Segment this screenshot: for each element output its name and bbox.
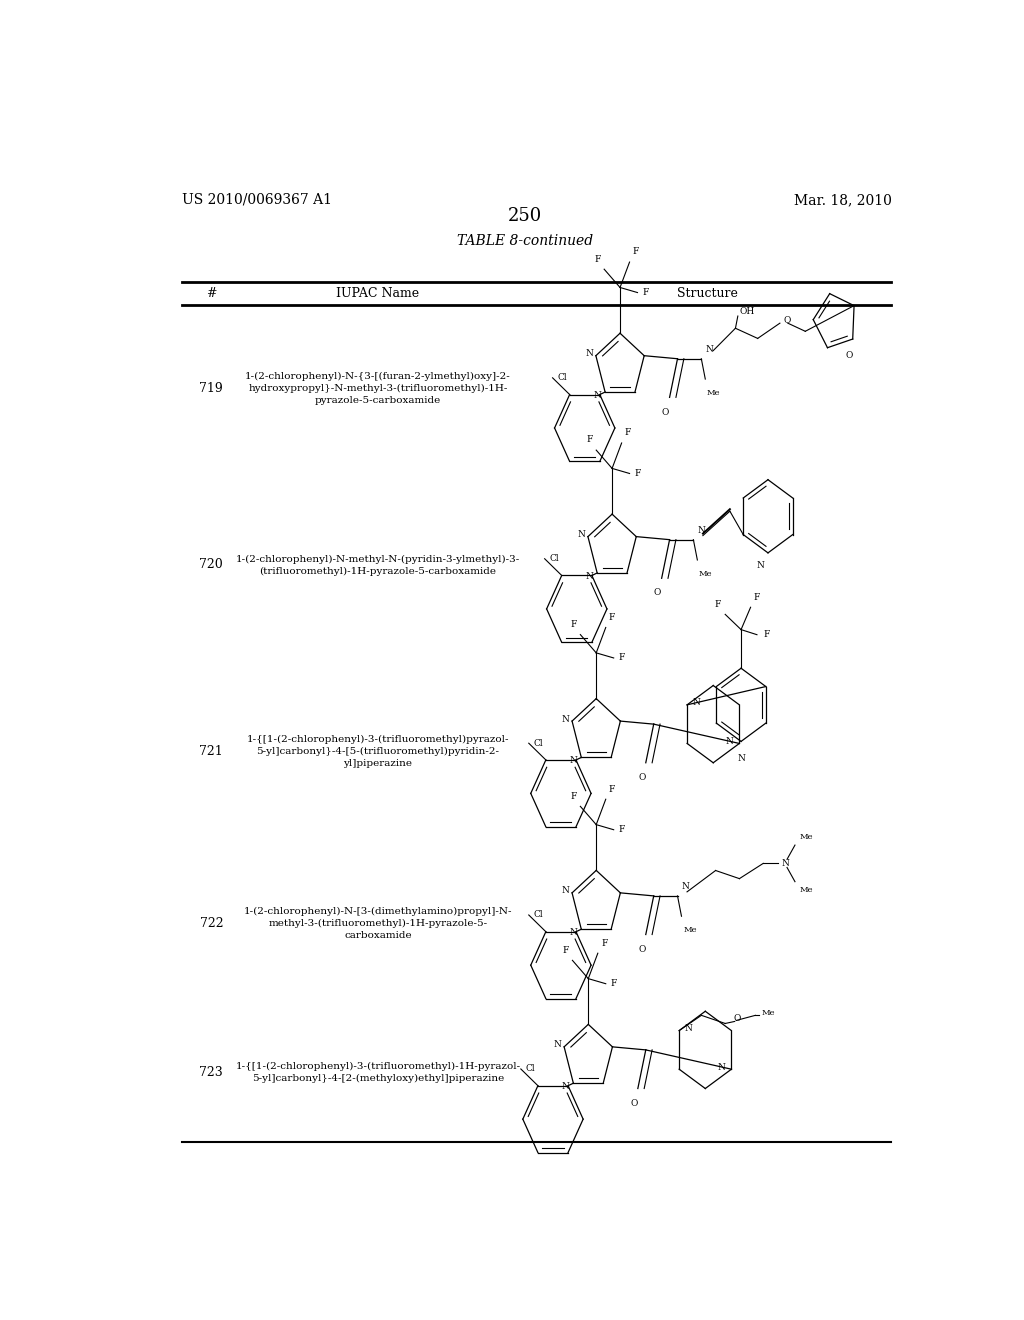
Text: F: F — [570, 620, 578, 628]
Text: 1-(2-chlorophenyl)-N-[3-(dimethylamino)propyl]-N-
methyl-3-(trifluoromethyl)-1H-: 1-(2-chlorophenyl)-N-[3-(dimethylamino)p… — [244, 907, 512, 940]
Text: F: F — [714, 599, 721, 609]
Text: F: F — [625, 428, 631, 437]
Text: OH: OH — [739, 308, 755, 315]
Text: F: F — [595, 255, 601, 264]
Text: Me: Me — [699, 570, 713, 578]
Text: F: F — [609, 784, 615, 793]
Text: 721: 721 — [200, 744, 223, 758]
Text: O: O — [654, 589, 662, 598]
Text: N: N — [682, 882, 689, 891]
Text: N: N — [569, 928, 578, 937]
Text: 1-{[1-(2-chlorophenyl)-3-(trifluoromethyl)-1H-pyrazol-
5-yl]carbonyl}-4-[2-(meth: 1-{[1-(2-chlorophenyl)-3-(trifluoromethy… — [236, 1061, 520, 1082]
Text: Cl: Cl — [525, 1064, 536, 1073]
Text: N: N — [697, 525, 706, 535]
Text: Cl: Cl — [534, 739, 543, 747]
Text: 720: 720 — [200, 558, 223, 572]
Text: 1-(2-chlorophenyl)-N-{3-[(furan-2-ylmethyl)oxy]-2-
hydroxypropyl}-N-methyl-3-(tr: 1-(2-chlorophenyl)-N-{3-[(furan-2-ylmeth… — [245, 372, 511, 404]
Text: F: F — [618, 825, 625, 834]
Text: F: F — [570, 792, 578, 801]
Text: N: N — [726, 737, 734, 746]
Text: O: O — [638, 774, 645, 781]
Text: F: F — [587, 436, 593, 445]
Text: IUPAC Name: IUPAC Name — [337, 286, 420, 300]
Text: N: N — [554, 1040, 562, 1049]
Text: #: # — [206, 286, 217, 300]
Text: N: N — [756, 561, 764, 570]
Text: 250: 250 — [508, 207, 542, 226]
Text: O: O — [638, 945, 645, 953]
Text: N: N — [586, 572, 593, 581]
Text: N: N — [685, 1024, 692, 1034]
Text: N: N — [562, 714, 569, 723]
Text: 723: 723 — [200, 1065, 223, 1078]
Text: O: O — [783, 315, 792, 325]
Text: F: F — [610, 979, 616, 989]
Text: Mar. 18, 2010: Mar. 18, 2010 — [794, 193, 892, 207]
Text: Cl: Cl — [557, 374, 567, 383]
Text: O: O — [662, 408, 670, 417]
Text: F: F — [601, 939, 607, 948]
Text: Me: Me — [800, 833, 813, 841]
Text: Me: Me — [707, 389, 720, 397]
Text: O: O — [845, 351, 852, 360]
Text: TABLE 8-continued: TABLE 8-continued — [457, 234, 593, 248]
Text: N: N — [586, 350, 594, 358]
Text: N: N — [578, 531, 586, 539]
Text: Cl: Cl — [534, 911, 543, 920]
Text: Structure: Structure — [677, 286, 737, 300]
Text: 719: 719 — [200, 381, 223, 395]
Text: N: N — [781, 859, 790, 867]
Text: O: O — [630, 1098, 638, 1107]
Text: 1-{[1-(2-chlorophenyl)-3-(trifluoromethyl)pyrazol-
5-yl]carbonyl}-4-[5-(trifluor: 1-{[1-(2-chlorophenyl)-3-(trifluoromethy… — [247, 735, 509, 768]
Text: F: F — [563, 945, 569, 954]
Text: O: O — [733, 1014, 740, 1023]
Text: F: F — [763, 630, 770, 639]
Text: Me: Me — [683, 927, 696, 935]
Text: N: N — [562, 886, 569, 895]
Text: N: N — [593, 391, 601, 400]
Text: F: F — [618, 653, 625, 663]
Text: F: F — [609, 612, 615, 622]
Text: Me: Me — [762, 1010, 775, 1018]
Text: 1-(2-chlorophenyl)-N-methyl-N-(pyridin-3-ylmethyl)-3-
(trifluoromethyl)-1H-pyraz: 1-(2-chlorophenyl)-N-methyl-N-(pyridin-3… — [236, 554, 520, 576]
Text: 722: 722 — [200, 917, 223, 929]
Text: Cl: Cl — [549, 554, 559, 564]
Text: F: F — [634, 469, 641, 478]
Text: N: N — [569, 756, 578, 766]
Text: Me: Me — [800, 886, 813, 894]
Text: N: N — [561, 1082, 569, 1090]
Text: N: N — [737, 754, 745, 763]
Text: N: N — [692, 698, 700, 708]
Text: F: F — [642, 288, 648, 297]
Text: F: F — [633, 247, 639, 256]
Text: N: N — [718, 1063, 726, 1072]
Text: F: F — [754, 593, 760, 602]
Text: N: N — [706, 345, 713, 354]
Text: US 2010/0069367 A1: US 2010/0069367 A1 — [182, 193, 332, 207]
